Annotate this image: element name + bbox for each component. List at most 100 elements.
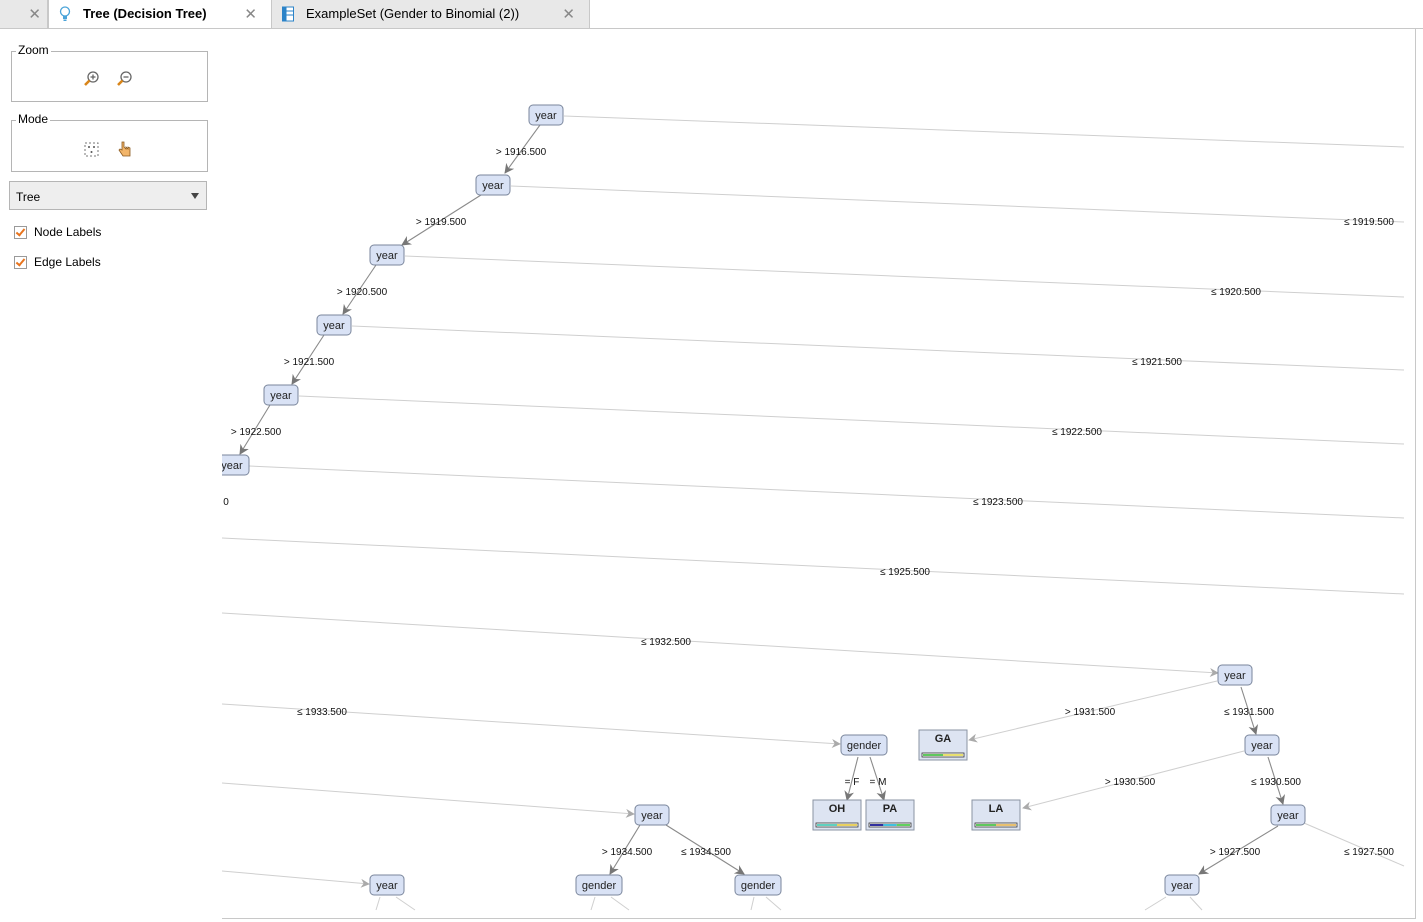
tree-edge (844, 756, 859, 801)
node-box[interactable] (575, 874, 623, 896)
nodes-layer: year year year year year year year gender year ye… (222, 104, 1306, 896)
checkbox-checked[interactable] (14, 225, 27, 239)
node-box[interactable] (369, 874, 405, 896)
node-box[interactable] (1244, 734, 1280, 756)
close-icon[interactable]: ✕ (28, 6, 41, 23)
node-box[interactable] (475, 174, 511, 196)
tree-node-n10[interactable]: year (634, 804, 670, 826)
node-label: gender (741, 880, 776, 892)
tab-hidden[interactable]: ✕ (0, 0, 48, 28)
node-box[interactable] (263, 384, 299, 406)
tree-node-n7[interactable]: year (1217, 664, 1253, 686)
node-label: year (1277, 810, 1299, 822)
tree-node-n15[interactable]: year (1164, 874, 1200, 896)
node-label: year (1251, 740, 1273, 752)
tree-edge (1198, 825, 1279, 875)
node-label: year (535, 110, 557, 122)
edge-labels-label: Edge Labels (34, 255, 101, 269)
tree-node-n3[interactable]: year (369, 244, 405, 266)
mode-title: Mode (16, 112, 51, 126)
tab-label: ExampleSet (Gender to Binomial (2)) (306, 6, 520, 21)
tree-edge (298, 395, 1405, 445)
node-label: year (376, 880, 398, 892)
tree-node-n12[interactable]: gender (575, 874, 623, 896)
tree-node-n11[interactable]: year (1270, 804, 1306, 826)
close-icon[interactable]: ✕ (244, 6, 257, 23)
node-label: gender (847, 740, 882, 752)
zoom-group: Zoom (11, 43, 208, 102)
tree-node-n13[interactable]: gender (734, 874, 782, 896)
node-box[interactable] (528, 104, 564, 126)
tree-edge (1022, 750, 1245, 811)
mode-group: Mode (11, 112, 208, 172)
node-label: year (1224, 670, 1246, 682)
edge-label: ≤ 1927.500 (1344, 847, 1394, 858)
tree-edge (351, 325, 1405, 371)
tree-edge (510, 185, 1405, 223)
checkbox-checked[interactable] (14, 255, 27, 269)
tree-edge (665, 824, 745, 875)
tab-exampleset[interactable]: ExampleSet (Gender to Binomial (2)) ✕ (272, 0, 590, 28)
chevron-down-icon (191, 193, 199, 199)
node-box[interactable] (840, 734, 888, 756)
leaf-distribution-segment (923, 754, 943, 756)
tree-node-n5[interactable]: year (263, 384, 299, 406)
tree-edge (248, 465, 1405, 519)
edge-label: ≤ 1933.500 (297, 707, 347, 718)
edge-label: = F (845, 777, 860, 788)
node-box[interactable] (316, 314, 352, 336)
tree-leaf-leafPA[interactable]: PA (865, 799, 915, 831)
tree-edge (395, 896, 416, 911)
select-mode-icon[interactable] (83, 141, 101, 159)
leaf-label: OH (829, 803, 846, 815)
tab-label: Tree (Decision Tree) (83, 6, 207, 21)
node-box[interactable] (1217, 664, 1253, 686)
edge-label: = M (870, 777, 887, 788)
close-icon[interactable]: ✕ (562, 6, 575, 23)
tree-edge (222, 612, 1219, 678)
lightbulb-icon (59, 6, 71, 21)
layout-select[interactable]: Tree (9, 181, 207, 210)
pan-hand-icon[interactable] (116, 140, 134, 158)
leaf-distribution-segment (870, 824, 884, 826)
tree-edge (563, 115, 1405, 148)
node-box[interactable] (222, 454, 250, 476)
edge-labels-layer: > 1916.500 > 1919.500 > 1920.500 > 1921.500… (223, 147, 1394, 858)
edge-label: > 1934.500 (602, 847, 653, 858)
tree-node-n1[interactable]: year (528, 104, 564, 126)
tree-node-n2[interactable]: year (475, 174, 511, 196)
zoom-in-icon[interactable] (83, 70, 101, 88)
tree-leaf-leafOH[interactable]: OH (812, 799, 862, 831)
edge-labels-checkbox[interactable]: Edge Labels (14, 255, 101, 269)
tree-node-n8[interactable]: gender (840, 734, 888, 756)
node-label: gender (582, 880, 617, 892)
edge-label: ≤ 1934.500 (681, 847, 731, 858)
zoom-out-icon[interactable] (116, 70, 134, 88)
tree-leaf-leafLA[interactable]: LA (971, 799, 1021, 831)
node-box[interactable] (734, 874, 782, 896)
tree-node-n6[interactable]: year (222, 454, 250, 476)
tree-edge (1189, 896, 1203, 911)
edges-layer (222, 115, 1405, 911)
node-label: year (1171, 880, 1193, 892)
decision-tree-graph[interactable]: > 1916.500 > 1919.500 > 1920.500 > 1921.500… (222, 29, 1415, 918)
edge-label: > 1920.500 (337, 287, 388, 298)
node-box[interactable] (369, 244, 405, 266)
edge-label: > 1922.500 (231, 427, 282, 438)
tab-decision-tree[interactable]: Tree (Decision Tree) ✕ (48, 0, 272, 28)
leaf-distribution-segment (943, 754, 963, 756)
tree-edge (1144, 896, 1167, 911)
edge-label: ≤ 1921.500 (1132, 357, 1182, 368)
edge-label: ≤ 1930.500 (1251, 777, 1301, 788)
node-box[interactable] (634, 804, 670, 826)
leaf-label: PA (883, 803, 898, 815)
node-labels-checkbox[interactable]: Node Labels (14, 225, 101, 239)
tree-node-n9[interactable]: year (1244, 734, 1280, 756)
tree-canvas[interactable]: > 1916.500 > 1919.500 > 1920.500 > 1921.500… (222, 29, 1416, 919)
tree-leaf-leafGA[interactable]: GA (918, 729, 968, 761)
node-box[interactable] (1164, 874, 1200, 896)
tree-node-n4[interactable]: year (316, 314, 352, 336)
node-box[interactable] (1270, 804, 1306, 826)
tree-node-n14[interactable]: year (369, 874, 405, 896)
side-panel: Zoom Mode (0, 29, 222, 919)
